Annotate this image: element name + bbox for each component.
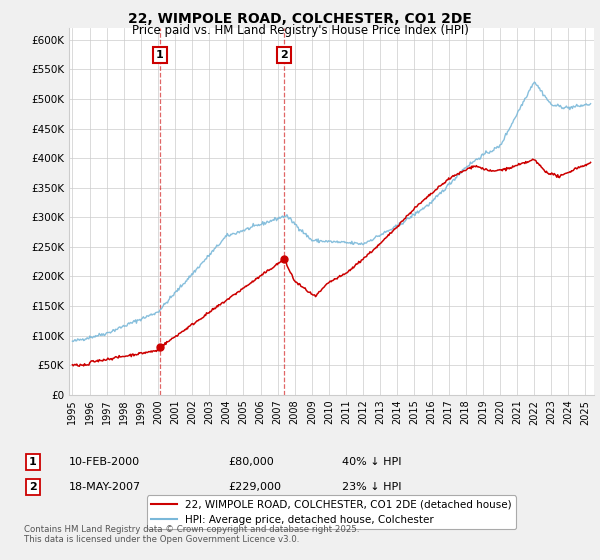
Text: 23% ↓ HPI: 23% ↓ HPI: [342, 482, 401, 492]
Text: 1: 1: [29, 457, 37, 467]
Text: 2: 2: [280, 50, 288, 59]
Text: £80,000: £80,000: [228, 457, 274, 467]
Text: £229,000: £229,000: [228, 482, 281, 492]
Text: 22, WIMPOLE ROAD, COLCHESTER, CO1 2DE: 22, WIMPOLE ROAD, COLCHESTER, CO1 2DE: [128, 12, 472, 26]
Text: 10-FEB-2000: 10-FEB-2000: [69, 457, 140, 467]
Text: Contains HM Land Registry data © Crown copyright and database right 2025.
This d: Contains HM Land Registry data © Crown c…: [24, 525, 359, 544]
Text: 2: 2: [29, 482, 37, 492]
Text: 1: 1: [156, 50, 164, 59]
Legend: 22, WIMPOLE ROAD, COLCHESTER, CO1 2DE (detached house), HPI: Average price, deta: 22, WIMPOLE ROAD, COLCHESTER, CO1 2DE (d…: [147, 496, 516, 529]
Text: Price paid vs. HM Land Registry's House Price Index (HPI): Price paid vs. HM Land Registry's House …: [131, 24, 469, 36]
Text: 40% ↓ HPI: 40% ↓ HPI: [342, 457, 401, 467]
Text: 18-MAY-2007: 18-MAY-2007: [69, 482, 141, 492]
